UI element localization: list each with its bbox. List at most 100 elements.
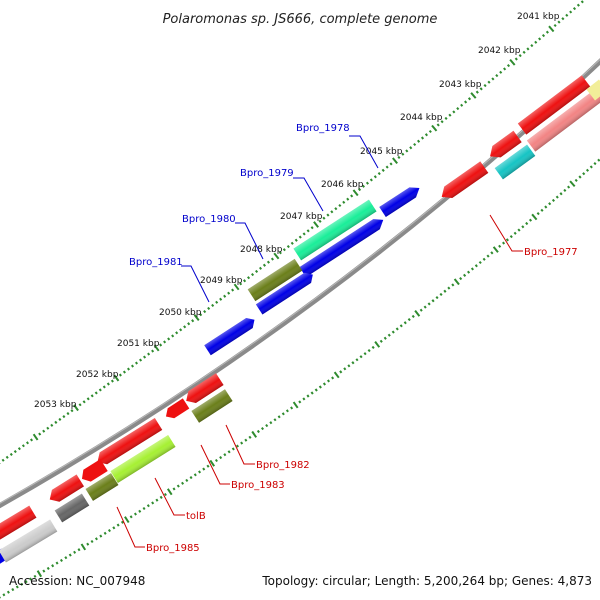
scale-minor-tick bbox=[130, 364, 135, 368]
scale-minor-tick bbox=[423, 305, 427, 309]
scale-minor-tick bbox=[207, 306, 211, 311]
gene-label-bpro-1982[interactable]: Bpro_1982 bbox=[256, 460, 310, 471]
scale-minor-tick bbox=[470, 267, 474, 271]
scale-minor-tick bbox=[379, 339, 383, 343]
scale-minor-tick bbox=[107, 529, 111, 533]
scale-major-tick bbox=[292, 401, 299, 409]
gene-dark-gray[interactable] bbox=[54, 493, 90, 523]
gene-bpro-1983-red[interactable] bbox=[94, 417, 163, 468]
scale-minor-tick bbox=[443, 289, 447, 293]
gene-bpro-1985[interactable] bbox=[0, 519, 58, 563]
scale-minor-tick bbox=[33, 574, 37, 578]
scale-minor-tick bbox=[551, 198, 555, 202]
scale-minor-tick bbox=[306, 394, 310, 398]
scale-minor-tick bbox=[147, 352, 151, 356]
scale-minor-tick bbox=[459, 276, 463, 281]
scale-minor-tick bbox=[55, 561, 59, 565]
scale-minor-tick bbox=[106, 382, 110, 386]
gene-bpro-1978[interactable] bbox=[379, 183, 422, 218]
scale-minor-tick bbox=[294, 238, 298, 242]
gene-bpro-1982-red[interactable] bbox=[182, 373, 224, 407]
map-title: Polaromonas sp. JS666, complete genome bbox=[163, 12, 438, 27]
gene-bpro-1979-mid[interactable] bbox=[299, 215, 386, 278]
gene-label-bpro-1985[interactable]: Bpro_1985 bbox=[146, 543, 200, 554]
gene-cyan[interactable] bbox=[494, 144, 536, 180]
scale-minor-tick bbox=[343, 367, 347, 371]
scale-minor-tick bbox=[42, 429, 46, 433]
gene-pale-yellow[interactable] bbox=[586, 79, 600, 101]
scale-minor-tick bbox=[509, 235, 513, 239]
gene-label-bpro-1980[interactable]: Bpro_1980 bbox=[182, 214, 236, 225]
scale-minor-tick bbox=[322, 382, 327, 386]
gene-reverse-upper-2[interactable] bbox=[486, 130, 522, 162]
scale-minor-tick bbox=[302, 397, 306, 401]
scale-minor-tick bbox=[302, 232, 306, 236]
gene-light-red[interactable] bbox=[526, 86, 600, 152]
scale-minor-tick bbox=[185, 478, 189, 482]
gene-label-bpro-1981[interactable]: Bpro_1981 bbox=[129, 257, 183, 268]
gene-bpro-1979[interactable] bbox=[293, 199, 377, 261]
scale-minor-tick bbox=[522, 50, 526, 54]
scale-minor-tick bbox=[526, 47, 530, 51]
scale-minor-tick bbox=[122, 370, 126, 374]
gene-reverse-upper-1[interactable] bbox=[517, 75, 591, 135]
gene-bpro-1977[interactable] bbox=[438, 161, 489, 202]
gene-bpro-1983[interactable] bbox=[110, 435, 176, 483]
scale-minor-tick bbox=[365, 181, 369, 185]
scale-major-tick bbox=[374, 341, 381, 348]
gene-label-bpro-1978[interactable]: Bpro_1978 bbox=[296, 123, 350, 134]
scale-minor-tick bbox=[214, 458, 218, 463]
gene-tolB-red[interactable] bbox=[78, 459, 108, 485]
scale-minor-tick bbox=[172, 487, 176, 491]
genome-summary-text: Topology: circular; Length: 5,200,264 bp… bbox=[262, 574, 592, 588]
gene-edge-red[interactable] bbox=[0, 505, 37, 544]
scale-minor-tick bbox=[338, 203, 342, 208]
scale-major-tick bbox=[73, 404, 79, 412]
gene-label-bpro-1979[interactable]: Bpro_1979 bbox=[240, 168, 294, 179]
scale-label: 2042 kbp bbox=[478, 46, 521, 56]
gene-label-tolB[interactable]: tolB bbox=[186, 511, 206, 522]
scale-minor-tick bbox=[2, 593, 6, 597]
scale-minor-tick bbox=[198, 470, 202, 474]
scale-minor-tick bbox=[503, 67, 507, 71]
scale-minor-tick bbox=[505, 238, 509, 242]
scale-minor-tick bbox=[163, 492, 167, 497]
scale-minor-tick bbox=[528, 218, 533, 222]
gene-bpro-1981[interactable] bbox=[255, 270, 316, 315]
scale-minor-tick bbox=[411, 314, 415, 319]
scale-minor-tick bbox=[11, 588, 15, 592]
scale-minor-tick bbox=[139, 358, 143, 362]
scale-minor-tick bbox=[548, 202, 552, 206]
scale-minor-tick bbox=[235, 444, 240, 448]
scale-major-tick bbox=[209, 459, 216, 467]
scale-minor-tick bbox=[94, 537, 98, 541]
gene-bpro-1980[interactable] bbox=[247, 258, 303, 302]
scale-minor-tick bbox=[407, 317, 411, 322]
scale-minor-tick bbox=[167, 337, 171, 341]
scale-minor-tick bbox=[467, 97, 472, 101]
gene-label-bpro-1977[interactable]: Bpro_1977 bbox=[524, 247, 578, 258]
scale-minor-tick bbox=[9, 452, 13, 456]
gene-bpro-1985-red[interactable] bbox=[46, 474, 84, 506]
scale-minor-tick bbox=[314, 388, 318, 392]
scale-minor-tick bbox=[110, 379, 114, 383]
scale-minor-tick bbox=[248, 435, 252, 439]
gene-bpro-1982-small[interactable] bbox=[163, 398, 190, 421]
gene-forward-small[interactable] bbox=[204, 315, 258, 356]
scale-minor-tick bbox=[90, 394, 94, 398]
gene-tolB[interactable] bbox=[85, 473, 119, 501]
scale-minor-tick bbox=[29, 577, 33, 581]
scale-minor-tick bbox=[574, 178, 578, 182]
scale-minor-tick bbox=[403, 321, 407, 325]
scale-minor-tick bbox=[475, 90, 479, 94]
scale-minor-tick bbox=[181, 481, 185, 485]
scale-minor-tick bbox=[151, 501, 155, 505]
scale-label: 2045 kbp bbox=[360, 147, 403, 157]
scale-minor-tick bbox=[286, 244, 290, 249]
scale-label: 2041 kbp bbox=[517, 12, 560, 22]
scale-minor-tick bbox=[502, 241, 506, 245]
gene-label-bpro-1983[interactable]: Bpro_1983 bbox=[231, 480, 285, 491]
scale-minor-tick bbox=[585, 168, 590, 172]
gene-bpro-1982[interactable] bbox=[191, 389, 233, 423]
forward-genes bbox=[0, 75, 600, 566]
